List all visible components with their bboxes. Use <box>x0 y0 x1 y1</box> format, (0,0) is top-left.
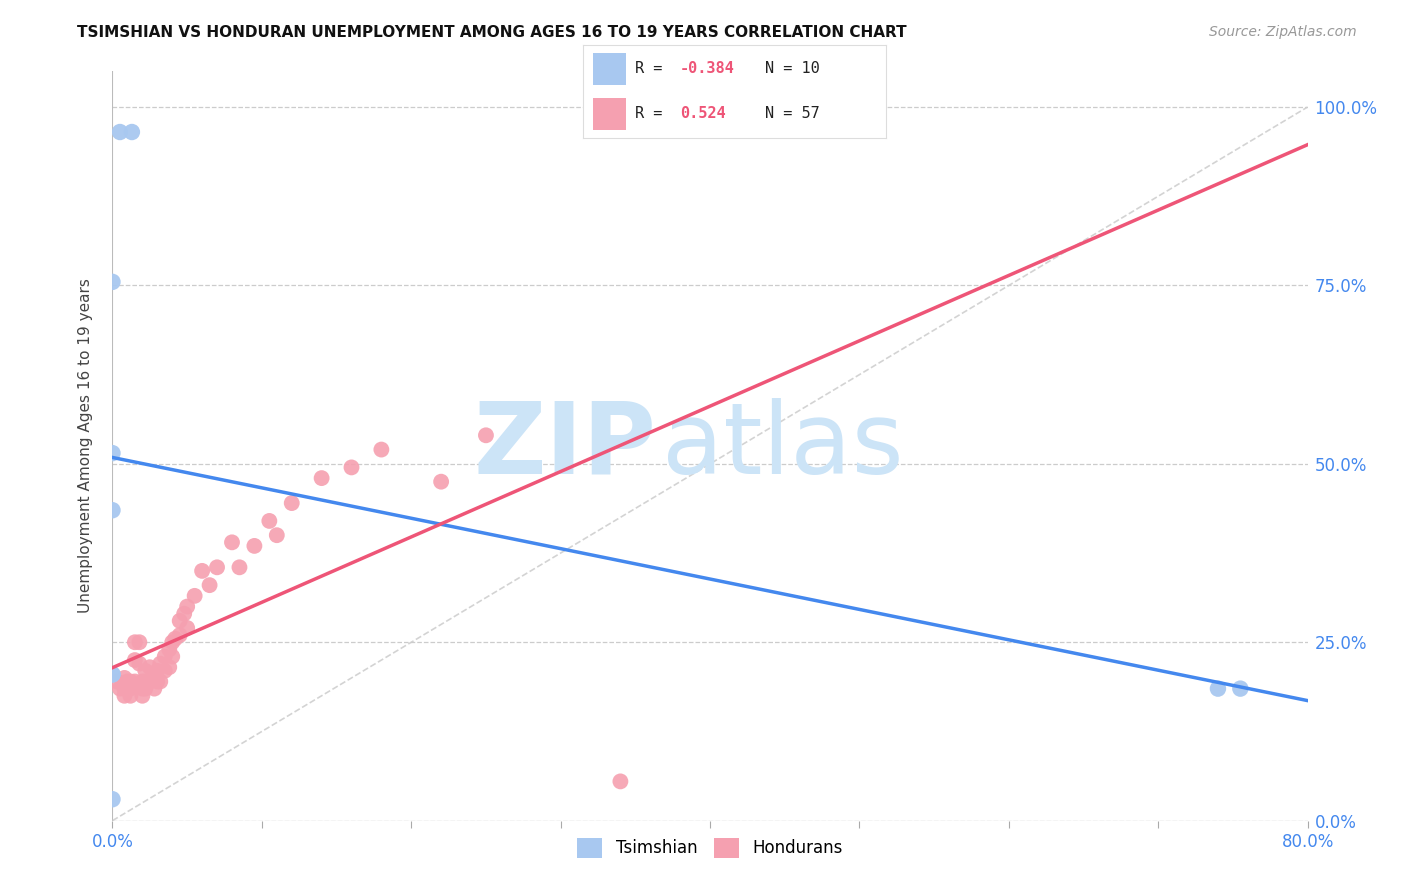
Point <box>114 671 135 685</box>
FancyBboxPatch shape <box>592 53 626 85</box>
Point <box>143 667 166 681</box>
Point <box>370 442 392 457</box>
Point <box>128 635 150 649</box>
Point <box>117 681 139 696</box>
Point <box>1206 681 1229 696</box>
Point <box>1229 681 1251 696</box>
Text: R =: R = <box>636 106 681 121</box>
Point <box>176 599 198 614</box>
Point <box>124 653 146 667</box>
Y-axis label: Unemployment Among Ages 16 to 19 years: Unemployment Among Ages 16 to 19 years <box>79 278 93 614</box>
Point <box>131 674 153 689</box>
Point <box>176 621 198 635</box>
Point <box>143 681 166 696</box>
Point <box>121 125 143 139</box>
Point <box>311 471 333 485</box>
Point <box>169 614 191 628</box>
Point <box>146 674 169 689</box>
Point <box>101 275 124 289</box>
Point <box>108 125 131 139</box>
Point <box>205 560 228 574</box>
Point <box>101 667 124 681</box>
Point <box>101 792 124 806</box>
Point <box>101 667 124 681</box>
Point <box>120 681 142 696</box>
Point <box>120 689 142 703</box>
Point <box>157 660 180 674</box>
Point <box>191 564 214 578</box>
Point <box>157 642 180 657</box>
Point <box>169 628 191 642</box>
Point <box>475 428 498 442</box>
Point <box>101 503 124 517</box>
Point <box>609 774 631 789</box>
Text: R =: R = <box>636 62 672 77</box>
Point <box>430 475 453 489</box>
Point <box>281 496 304 510</box>
Text: ZIP: ZIP <box>474 398 657 494</box>
Point <box>228 560 250 574</box>
Point <box>124 674 146 689</box>
Text: N = 57: N = 57 <box>765 106 820 121</box>
Point <box>114 689 135 703</box>
Point <box>134 681 156 696</box>
Point <box>124 635 146 649</box>
Legend: Tsimshian, Hondurans: Tsimshian, Hondurans <box>571 831 849 864</box>
Point <box>243 539 266 553</box>
Point <box>134 664 156 678</box>
Point <box>153 664 176 678</box>
Point <box>117 674 139 689</box>
Point <box>139 660 162 674</box>
Point <box>153 649 176 664</box>
Point <box>131 681 153 696</box>
Point <box>149 657 172 671</box>
Point <box>108 681 131 696</box>
Point <box>173 607 195 621</box>
Text: TSIMSHIAN VS HONDURAN UNEMPLOYMENT AMONG AGES 16 TO 19 YEARS CORRELATION CHART: TSIMSHIAN VS HONDURAN UNEMPLOYMENT AMONG… <box>77 25 907 40</box>
Text: Source: ZipAtlas.com: Source: ZipAtlas.com <box>1209 25 1357 39</box>
Point <box>259 514 281 528</box>
Point <box>146 664 169 678</box>
Point <box>340 460 363 475</box>
Point <box>183 589 205 603</box>
Point <box>128 657 150 671</box>
Point <box>139 674 162 689</box>
Point <box>105 674 128 689</box>
Point <box>120 674 142 689</box>
Point <box>266 528 288 542</box>
Point <box>101 446 124 460</box>
Point <box>149 674 172 689</box>
Text: N = 10: N = 10 <box>765 62 820 77</box>
Text: 0.524: 0.524 <box>681 106 725 121</box>
Point <box>134 674 156 689</box>
Point <box>131 689 153 703</box>
Point <box>221 535 243 549</box>
Point <box>198 578 221 592</box>
Point <box>162 635 183 649</box>
Point <box>162 649 183 664</box>
Point <box>114 681 135 696</box>
Point <box>165 632 187 646</box>
Text: -0.384: -0.384 <box>681 62 735 77</box>
Text: atlas: atlas <box>662 398 904 494</box>
FancyBboxPatch shape <box>592 98 626 130</box>
